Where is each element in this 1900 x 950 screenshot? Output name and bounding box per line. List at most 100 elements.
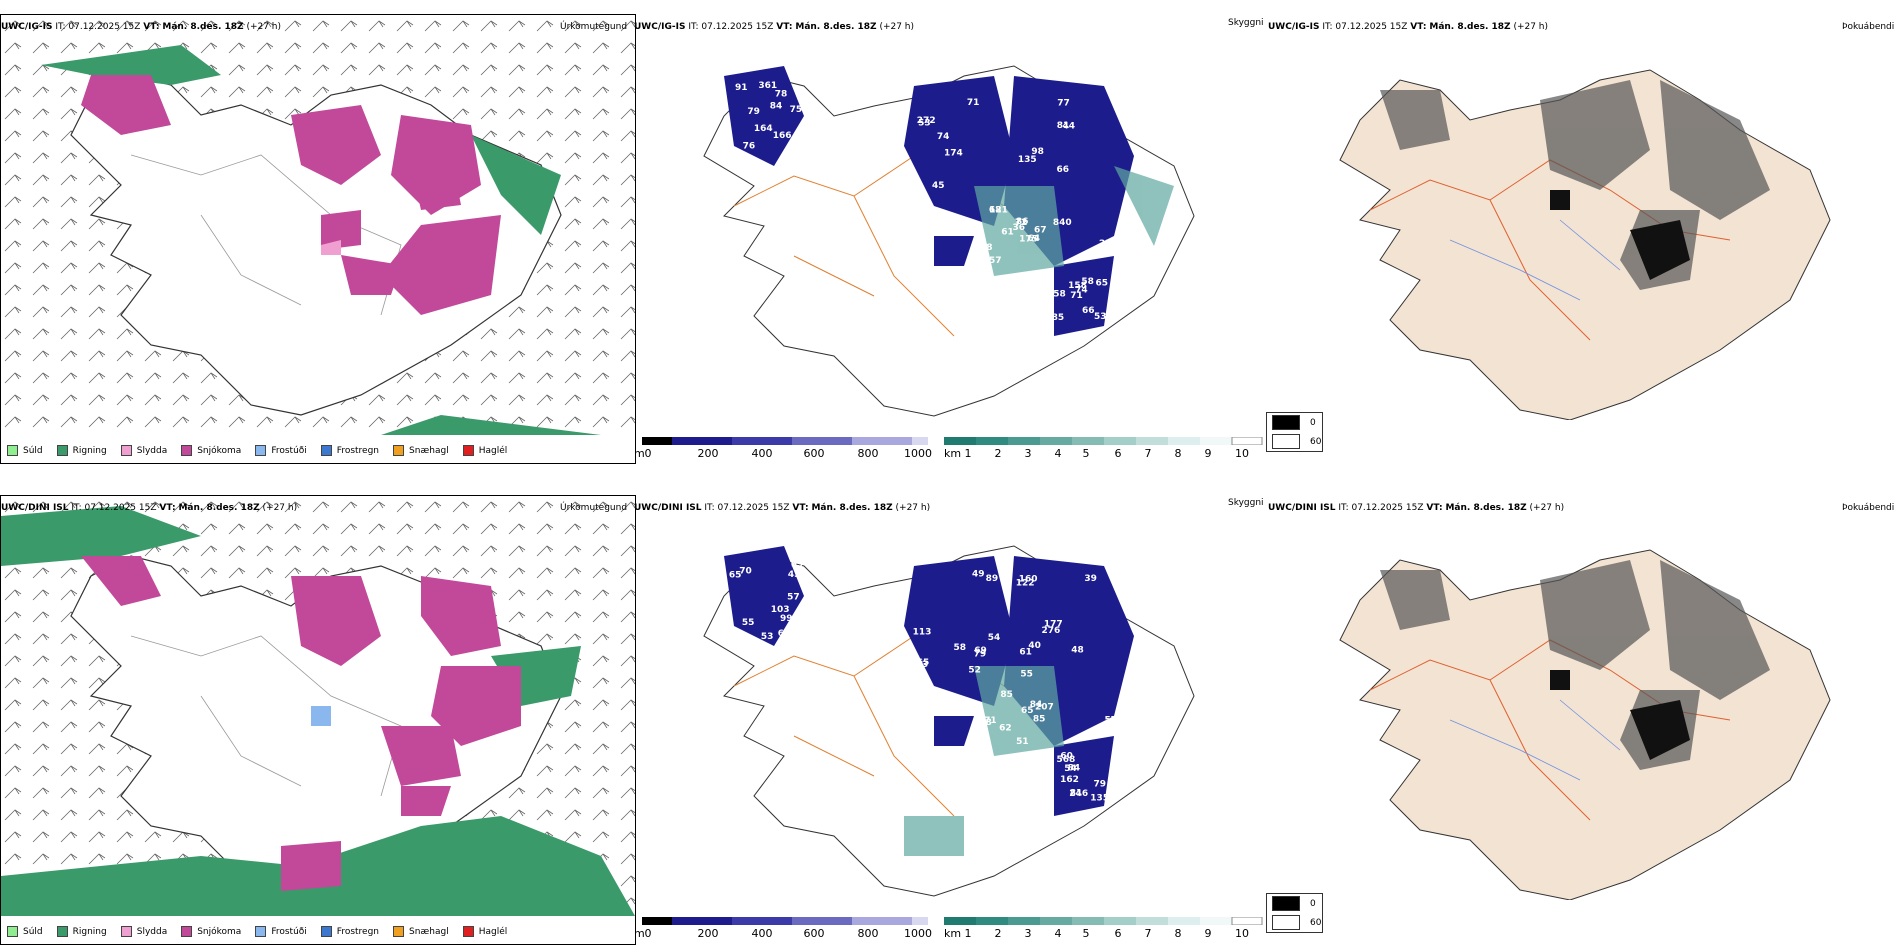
legend-label: Slydda [136, 445, 168, 456]
tick: 600 [803, 447, 825, 460]
model-name: UWC/DINI ISL [634, 503, 702, 513]
cloud-base-label: 64 [1028, 234, 1041, 244]
cloud-base-label: 84 [1030, 700, 1043, 710]
cloud-base-label: 36 [1013, 223, 1026, 233]
legend-label: Frostúði [271, 445, 307, 456]
lead-time: (+27 h) [1513, 22, 1549, 32]
cloud-base-label: 49 [972, 570, 985, 580]
tick: 7 [1144, 927, 1152, 940]
fog-title: Þokuábendi [1842, 22, 1895, 32]
cloud-base-label: 166 [773, 131, 792, 141]
it-value: 07.12.2025 15Z [68, 22, 141, 32]
it-value: 07.12.2025 15Z [701, 22, 774, 32]
cloud-base-label: 207 [1035, 703, 1054, 713]
swatch [56, 926, 68, 937]
precip-panel: Súld Rigning Slydda Snjókoma Frostúði Fr… [0, 495, 636, 945]
cloud-base-label: 68 [989, 206, 1002, 216]
cloud-base-label: 122 [1016, 578, 1035, 588]
cloud-unit: m [634, 447, 645, 460]
cloud-base-label: 135 [1090, 793, 1109, 803]
cloud-base-label: 175 [1019, 234, 1038, 244]
legend-item: Frostregn [320, 445, 379, 456]
swatch [7, 445, 18, 456]
tick: 7 [1144, 447, 1152, 460]
legend-item: Rigning [56, 445, 107, 456]
it-value: 07.12.2025 15Z [717, 503, 790, 513]
cloud-base-label: 99 [780, 614, 793, 624]
tick: 5 [1082, 447, 1090, 460]
cloud-base-label: 568 [1057, 755, 1076, 765]
row1: Súld Rigning Slydda Snjókoma Frostúði Fr… [0, 0, 1900, 470]
cloud-base-label: 258 [1047, 290, 1066, 300]
cloud-base-label: 85 [1052, 313, 1065, 323]
tick: 1 [964, 927, 972, 940]
cloud-base-label: 85 [1000, 690, 1013, 700]
cloud-base-label: 113 [913, 628, 932, 638]
rain-areas [41, 45, 601, 435]
precip-map [1, 496, 635, 916]
cloud-base-label: 66 [915, 200, 928, 210]
legend-label: Rigning [72, 926, 107, 937]
fog-legend-label: 0 [1310, 898, 1316, 909]
cloud-base-label: 57 [787, 592, 800, 602]
precip-map [1, 15, 635, 435]
swatch [462, 926, 474, 937]
tick: 3 [1024, 927, 1032, 940]
cloud-base-label: 51 [1016, 737, 1029, 747]
cloud-base-label: 74 [1075, 286, 1088, 296]
cloud-map: 103 54 65 60 85 62 65 39 54 51 65 113 122 135 62 57 58 48… [634, 516, 1254, 916]
vt-label: VT: [776, 22, 793, 32]
cloud-base-label: 57 [989, 256, 1002, 266]
legend-label: Haglél [478, 926, 508, 937]
fog-legend-row: 60 [1267, 432, 1322, 451]
legend-label: Frostregn [336, 926, 380, 937]
cloud-base-label: 79 [1094, 779, 1107, 789]
swatch [120, 445, 132, 456]
it-label: IT: [1338, 503, 1349, 513]
cloud-base-label: 84 [1068, 764, 1081, 774]
swatch [181, 445, 193, 456]
vt-value: Mán. 8.des. 18Z [162, 22, 244, 32]
swatch [255, 926, 267, 937]
cloud-unit: m [634, 927, 645, 940]
legend-item: Snjókoma [181, 926, 241, 937]
swatch [1272, 415, 1300, 430]
cloud-base-label: 70 [923, 207, 936, 217]
tick: 8 [1174, 927, 1182, 940]
legend-item: Rigning [56, 926, 107, 937]
tick: 10 [1235, 447, 1249, 460]
vis-colorbar: km 1 2 3 4 5 6 7 8 9 10 [944, 917, 1264, 940]
swatch [255, 445, 267, 456]
cloud-base-label: 71 [967, 98, 980, 108]
legend-item: Slydda [120, 926, 168, 937]
cloud-base-label: 84 [770, 102, 783, 112]
cloud-base-label: 62 [999, 724, 1012, 734]
fog-legend-row: 0 [1267, 413, 1322, 432]
cloud-base-label: 52 [968, 666, 981, 676]
tick: 2 [994, 447, 1002, 460]
tick: 6 [1114, 927, 1122, 940]
cloud-base-label: 65 [917, 658, 930, 668]
fog-legend-row: 60 [1267, 913, 1322, 932]
tick: 600 [803, 927, 825, 940]
legend-item: Súld [7, 445, 43, 456]
legend-label: Slydda [136, 926, 168, 937]
legend-item: Snæhagl [393, 926, 449, 937]
fog-legend-label: 60 [1310, 917, 1322, 928]
cloud-base-label: 65 [1021, 706, 1034, 716]
cloud-base-label: 48 [1071, 646, 1084, 656]
cloud-base-label: 98 [1031, 147, 1044, 157]
lead-time: (+27 h) [879, 22, 915, 32]
it-value: 07.12.2025 15Z [84, 503, 157, 513]
swatch [320, 445, 332, 456]
cloud-base-label: 39 [1084, 574, 1097, 584]
cloud-base-label: 66 [1057, 165, 1070, 175]
it-label: IT: [55, 22, 66, 32]
vt-label: VT: [792, 503, 809, 513]
tick: 8 [1174, 447, 1182, 460]
tick: 10 [1235, 927, 1249, 940]
tick: 200 [697, 927, 719, 940]
cloud-base-label: 40 [1028, 641, 1041, 651]
cloud-base-label: 62 [778, 629, 791, 639]
cloud-base-label: 99 [791, 560, 804, 570]
